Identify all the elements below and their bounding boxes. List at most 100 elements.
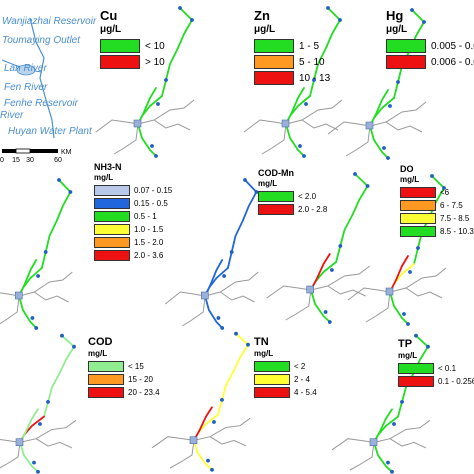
tributary-line xyxy=(18,271,73,297)
river-segment xyxy=(369,89,389,127)
legend-swatch xyxy=(386,55,426,69)
legend-nh3n: NH3-N mg/L 0.07 - 0.15 0.15 - 0.5 0.5 - … xyxy=(94,162,172,263)
legend-swatch xyxy=(254,39,294,53)
monitoring-station-marker xyxy=(36,469,40,474)
legend-swatch xyxy=(94,250,130,261)
overview-map xyxy=(1,17,55,139)
legend-swatch xyxy=(400,213,436,224)
legend-row: 0.07 - 0.15 xyxy=(94,185,172,196)
river-segment xyxy=(18,259,38,297)
scale-tick-30: 30 xyxy=(26,157,34,164)
river-segment xyxy=(204,295,224,329)
tributary-line xyxy=(385,121,423,133)
river-map-tn xyxy=(151,331,251,472)
legend-swatch xyxy=(100,55,140,69)
legend-tp: TP mg/L < 0.1 0.1 - 0.256 xyxy=(398,338,474,389)
scale-bar-segment xyxy=(30,149,58,153)
legend-row: 0.006 - 0.007 xyxy=(386,55,474,69)
legend-row: 0.005 - 0.006 xyxy=(386,39,474,53)
tributary-line xyxy=(369,101,427,127)
legend-row: 4 - 5.4 xyxy=(254,387,317,398)
legend-label: 1.0 - 1.5 xyxy=(134,225,164,234)
place-label-fen-river: Fen River xyxy=(4,82,48,93)
legend-swatch xyxy=(398,376,434,387)
legend-row: 15 - 20 xyxy=(88,374,160,385)
river-segment xyxy=(413,215,431,265)
place-label-huyan: Huyan Water Plant xyxy=(8,126,92,137)
legend-unit: mg/L xyxy=(400,175,420,184)
tributary-line xyxy=(261,123,287,155)
river-segment xyxy=(242,179,258,221)
river-segment xyxy=(18,295,38,329)
legend-title: Hg xyxy=(386,8,404,23)
river-segment xyxy=(137,87,157,125)
river-map-nh3n-b xyxy=(164,178,259,330)
legend-swatch xyxy=(386,39,426,53)
monitoring-station-marker xyxy=(206,458,210,463)
tributary-line xyxy=(0,292,20,297)
monitoring-station-marker xyxy=(406,322,410,326)
river-segment xyxy=(373,408,393,444)
legend-title: DO xyxy=(400,164,414,174)
monitoring-station-marker xyxy=(386,156,390,160)
river-segment xyxy=(217,369,235,416)
legend-row: < 15 xyxy=(88,361,160,372)
legend-label: 15 - 20 xyxy=(128,375,153,384)
reservoir-marker xyxy=(15,438,24,447)
legend-swatch xyxy=(398,363,434,374)
legend-swatch xyxy=(94,198,130,209)
legend-row: 1.0 - 1.5 xyxy=(94,224,172,235)
scale-bar: 0 15 30 60 KM xyxy=(0,148,72,164)
legend-row: 7.5 - 8.5 xyxy=(400,213,474,224)
tributary-line xyxy=(365,291,391,323)
monitoring-station-marker xyxy=(190,18,194,22)
legend-label: 1 - 5 xyxy=(299,40,320,52)
legend-row: 0.5 - 1 xyxy=(94,211,172,222)
legend-row: <6 xyxy=(400,187,474,198)
tributary-line xyxy=(405,287,443,299)
tributary-line xyxy=(285,289,312,321)
legend-label: 0.006 - 0.007 xyxy=(431,56,474,68)
legend-title: TN xyxy=(254,336,269,348)
monitoring-station-marker xyxy=(365,184,370,188)
legend-label: 20 - 23.4 xyxy=(128,388,160,397)
legend-label: 10 - 13 xyxy=(299,72,331,84)
river-segment xyxy=(351,173,369,215)
legend-label: 1.5 - 2.0 xyxy=(134,238,164,247)
monitoring-station-marker xyxy=(386,460,390,465)
overview-river-line xyxy=(29,17,55,139)
legend-title: TP xyxy=(398,338,413,350)
tributary-line xyxy=(182,295,206,327)
monitoring-station-marker xyxy=(243,178,247,182)
legend-label: <6 xyxy=(440,188,450,197)
monitoring-station-marker xyxy=(298,144,302,148)
monitoring-station-marker xyxy=(32,460,36,465)
monitoring-station-marker xyxy=(38,422,42,426)
river-segment xyxy=(389,255,409,293)
river-map-zn xyxy=(243,6,343,158)
monitoring-station-marker xyxy=(30,316,35,320)
legend-swatch xyxy=(100,39,140,53)
legend-swatch xyxy=(400,226,436,237)
tributary-line xyxy=(331,438,375,451)
monitoring-station-marker xyxy=(414,333,418,338)
legend-row: < 0.1 xyxy=(398,363,474,374)
tributary-line xyxy=(345,125,371,157)
legend-title: COD-Mn xyxy=(258,168,294,178)
tributary-line xyxy=(373,419,431,443)
tributary-line xyxy=(169,440,195,469)
legend-label: 8.5 - 10.3 xyxy=(440,227,474,236)
river-segment xyxy=(204,259,224,297)
scale-bar-segment xyxy=(15,148,31,154)
monitoring-station-marker xyxy=(164,78,168,82)
tributary-line xyxy=(243,119,287,133)
river-map-cu xyxy=(95,6,195,158)
river-segment xyxy=(19,408,39,444)
monitoring-station-marker xyxy=(442,186,446,190)
legend-row: 6 - 7.5 xyxy=(400,200,474,211)
tributary-line xyxy=(193,417,251,441)
reservoir-marker xyxy=(281,119,290,128)
monitoring-station-marker xyxy=(210,467,214,472)
place-label-river: River xyxy=(0,110,24,121)
river-segment xyxy=(41,219,58,269)
